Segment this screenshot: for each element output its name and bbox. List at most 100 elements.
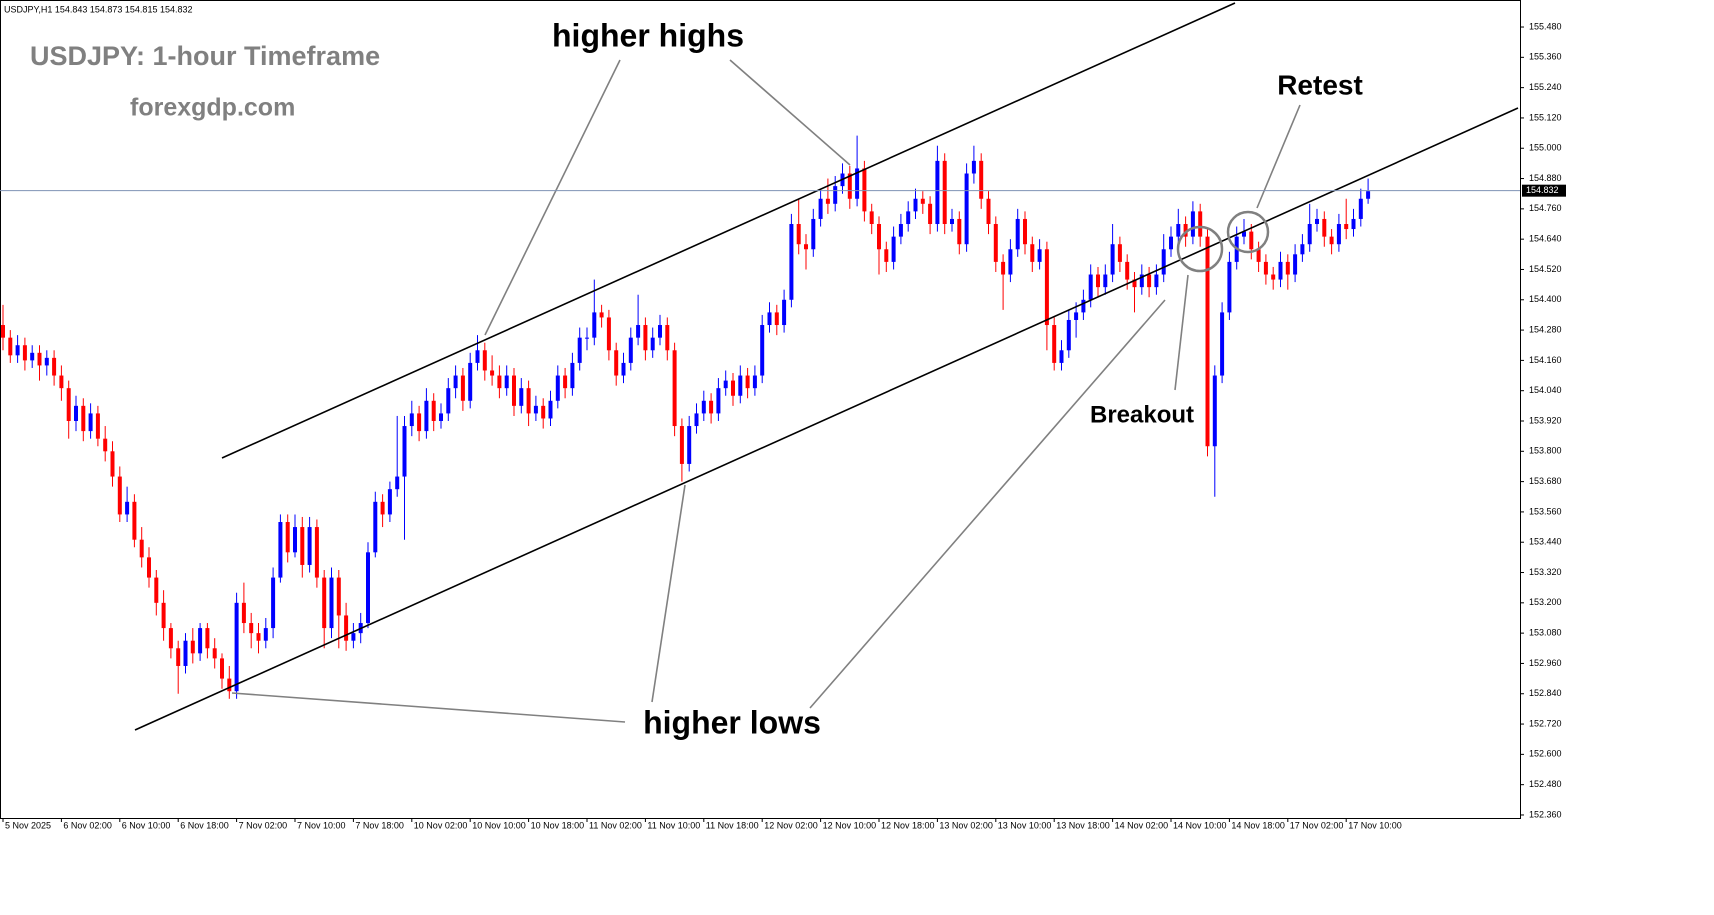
candle-body [8, 337, 13, 356]
y-tick-label: 155.000 [1529, 143, 1562, 153]
y-tick-label: 152.360 [1529, 809, 1562, 819]
candle-body [1147, 274, 1152, 288]
y-tick-label: 154.160 [1529, 355, 1562, 365]
x-tick-label: 11 Nov 02:00 [589, 820, 642, 830]
y-tick-label: 155.480 [1529, 21, 1562, 31]
x-tick-label: 10 Nov 10:00 [472, 820, 526, 830]
candle-body [1, 325, 5, 338]
candle-body [577, 337, 582, 363]
candle-body [971, 160, 976, 174]
y-tick-label: 153.440 [1529, 537, 1562, 547]
chart-title: USDJPY: 1-hour Timeframe [30, 41, 380, 71]
candle-body [811, 218, 816, 250]
candle-body [701, 400, 706, 414]
annotation-lines [134, 2, 1519, 731]
candle-body [468, 362, 473, 401]
x-tick-label: 5 Nov 2025 [5, 820, 51, 830]
y-tick-label: 153.200 [1529, 597, 1562, 607]
highlight-circle [1226, 210, 1270, 254]
candle-body [497, 375, 502, 389]
candle-body [1227, 261, 1232, 313]
candle-body [731, 380, 735, 396]
candle-body [979, 160, 984, 199]
candle-body [1096, 274, 1100, 288]
y-tick-label: 155.360 [1529, 52, 1562, 62]
candle-body [1366, 191, 1371, 199]
candle-body [760, 325, 765, 376]
candle-body [1300, 244, 1305, 255]
current-price-tag [1522, 184, 1566, 197]
candle-body [417, 413, 422, 432]
candle-body [738, 375, 743, 396]
candle-body [402, 426, 407, 477]
pointer-line [809, 299, 1166, 709]
candle-body [825, 198, 830, 204]
candle-body [1293, 254, 1298, 275]
lower-channel-line [134, 107, 1519, 731]
candle-body [1125, 261, 1130, 280]
candle-body [1183, 224, 1188, 237]
candle-body [322, 577, 327, 629]
candle-body [1052, 325, 1057, 363]
candle-body [1008, 249, 1013, 275]
candle-body [723, 380, 728, 389]
y-tick-label: 153.560 [1529, 506, 1562, 516]
plot-frame [0, 0, 1521, 819]
candle-body [37, 352, 42, 366]
candle-body [1307, 224, 1312, 245]
x-tick-label: 7 Nov 18:00 [355, 820, 404, 830]
y-tick-label: 154.040 [1529, 385, 1562, 395]
x-tick-label: 17 Nov 02:00 [1290, 820, 1344, 830]
annotation: Retest [1277, 69, 1363, 100]
candle-body [1271, 274, 1276, 280]
candle-body [183, 640, 188, 666]
x-tick-label: 10 Nov 02:00 [414, 820, 468, 830]
candle-body [278, 522, 283, 578]
candle-body [351, 633, 356, 641]
candle-body [920, 198, 925, 204]
x-tick-label: 13 Nov 10:00 [998, 820, 1052, 830]
candle-body [154, 577, 159, 603]
candle-body [329, 577, 334, 629]
candle-body [110, 451, 115, 477]
candle-body [847, 173, 852, 199]
candle-body [1103, 274, 1108, 288]
x-tick-label: 17 Nov 10:00 [1348, 820, 1402, 830]
candle-body [796, 224, 801, 245]
x-tick-label: 11 Nov 18:00 [706, 820, 759, 830]
candle-body [621, 362, 626, 376]
candle-body [1242, 231, 1246, 237]
x-tick-label: 6 Nov 10:00 [122, 820, 171, 830]
highlight-circle [1176, 225, 1224, 273]
pointer-line [729, 59, 851, 166]
candle-body [1256, 249, 1261, 262]
y-tick-label: 153.680 [1529, 476, 1562, 486]
candle-body [190, 640, 195, 654]
candle-body [1015, 218, 1020, 250]
candle-body [767, 312, 772, 326]
candle-body [1110, 244, 1115, 275]
candle-body [15, 345, 20, 356]
candle-body [314, 527, 319, 578]
pointer-line [231, 692, 626, 723]
candle-body [132, 501, 137, 540]
candle-body [1139, 274, 1144, 288]
candle-body [30, 352, 35, 361]
candle-body [1074, 312, 1079, 320]
candle-body [453, 375, 458, 389]
y-tick-label: 154.280 [1529, 324, 1562, 334]
candle-body [935, 160, 940, 225]
candle-body [1315, 218, 1319, 225]
y-tick-label: 153.800 [1529, 446, 1562, 456]
pointer-line [651, 484, 686, 703]
candle-body [44, 357, 49, 366]
candle-body [241, 602, 246, 624]
candle-body [869, 211, 874, 225]
annotation: higher lows [643, 704, 821, 740]
candle-body [1198, 211, 1203, 237]
candles [1, 135, 1371, 699]
candle-body [672, 350, 677, 427]
candle-body [125, 501, 130, 515]
candle-body [139, 539, 144, 558]
